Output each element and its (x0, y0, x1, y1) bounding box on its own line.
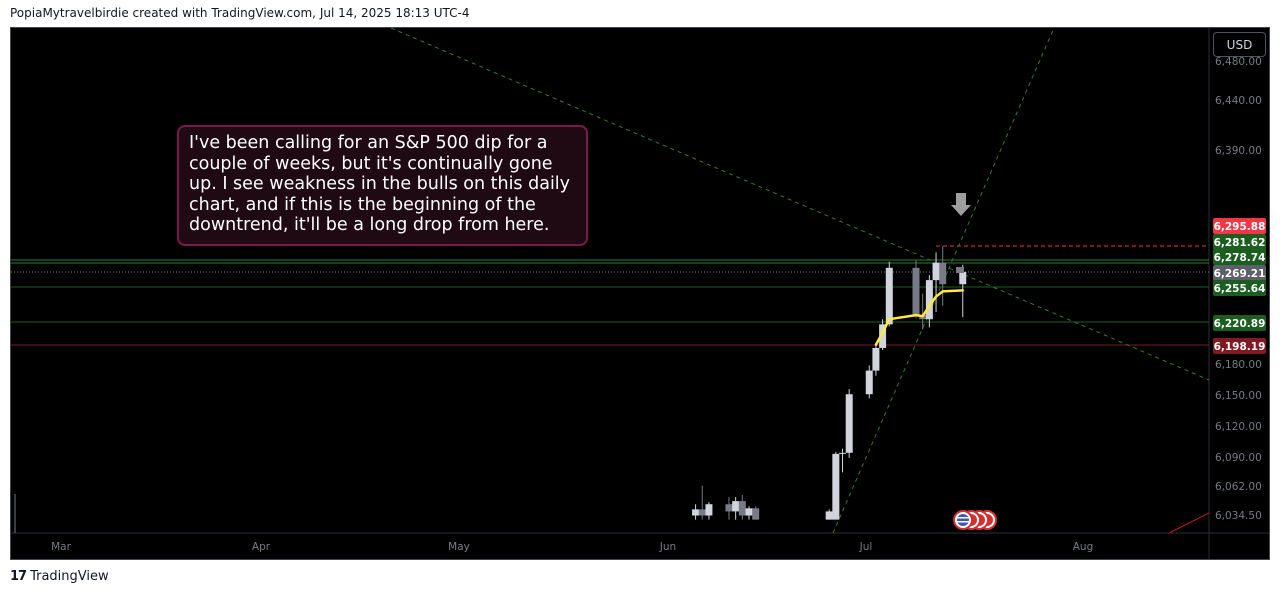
candle[interactable] (725, 497, 733, 520)
candle-body (959, 271, 967, 285)
price-label-bg (1213, 249, 1266, 265)
candle[interactable] (745, 506, 753, 520)
event-icon-fill (957, 514, 969, 526)
x-tick-label: Mar (51, 541, 71, 553)
us-flag-icon[interactable] (957, 517, 969, 523)
candle[interactable] (738, 494, 746, 520)
moving-average-line[interactable] (874, 289, 965, 347)
candle-body (745, 508, 753, 516)
price-label-bg (1213, 218, 1266, 234)
candle[interactable] (872, 344, 880, 376)
y-tick-label: 6,034.50 (1215, 510, 1262, 522)
candle[interactable] (932, 252, 940, 313)
chart-pane[interactable]: 6,034.50 6,062.00 6,090.00 6,120.00 6,150.00… (10, 27, 1270, 560)
y-tick-label: 6,390.00 (1215, 145, 1262, 157)
y-tick-label: 6,120.00 (1215, 421, 1262, 433)
y-tick-label: 6,180.00 (1215, 359, 1262, 371)
candle[interactable] (839, 448, 847, 473)
x-tick-label: Aug (1073, 541, 1094, 553)
price-axis-label[interactable]: 6,269.21 (1213, 265, 1266, 281)
price-axis-label[interactable]: 6,198.19 (1213, 338, 1266, 354)
price-label-bg (1213, 315, 1266, 331)
price-label-text: 6,255.64 (1214, 283, 1266, 295)
candle[interactable] (825, 509, 833, 520)
y-tick-label: 6,150.00 (1215, 390, 1262, 402)
price-label-bg (1213, 338, 1266, 354)
candle[interactable] (698, 485, 706, 520)
candle-body (698, 509, 706, 516)
candle[interactable] (692, 504, 700, 520)
candle-body (885, 267, 893, 325)
price-label-text: 6,281.62 (1214, 237, 1266, 249)
candle[interactable] (752, 506, 760, 520)
candle[interactable] (912, 260, 920, 319)
candle-body (872, 347, 880, 371)
red-ray-line[interactable] (1168, 512, 1210, 534)
price-label-text: 6,269.21 (1214, 268, 1266, 280)
y-tick-label: 6,090.00 (1215, 452, 1262, 464)
candle-body (752, 508, 760, 520)
price-label-text: 6,198.19 (1214, 341, 1266, 353)
y-tick-label: 6,062.00 (1215, 481, 1262, 493)
candle-body (732, 501, 740, 512)
x-tick-label: Jul (859, 541, 873, 553)
x-tick-label: Jun (659, 541, 676, 553)
candle[interactable] (939, 246, 947, 306)
tradingview-logo-icon: 17 (10, 569, 27, 584)
candle[interactable] (832, 451, 840, 520)
price-marker (956, 267, 964, 273)
flag-stripe (957, 517, 969, 519)
candle-body (932, 262, 940, 281)
candle-body (692, 509, 700, 516)
flag-stripe (957, 521, 969, 523)
candle[interactable] (845, 389, 853, 458)
price-chart[interactable]: 6,034.50 6,062.00 6,090.00 6,120.00 6,150.00… (11, 28, 1269, 559)
chart-attribution: PopiaMytravelbirdie created with Trading… (10, 6, 470, 20)
candle[interactable] (732, 497, 740, 520)
y-tick-label: 6,440.00 (1215, 95, 1262, 107)
x-tick-label: May (448, 541, 470, 553)
price-label-bg (1213, 265, 1266, 281)
price-label-text: 6,220.89 (1214, 318, 1266, 330)
candle-body (832, 453, 840, 520)
candle-body (925, 280, 933, 320)
candle[interactable] (865, 365, 873, 399)
price-axis-label[interactable]: 6,255.64 (1213, 280, 1266, 296)
candle[interactable] (885, 261, 893, 327)
price-axis-label[interactable]: 6,295.88 (1213, 218, 1266, 234)
candle-body (939, 262, 947, 285)
candle-body (845, 394, 853, 453)
candle-body (738, 501, 746, 516)
footer-brand: TradingView (30, 569, 109, 584)
candle-body (879, 324, 887, 348)
price-label-bg (1213, 280, 1266, 296)
candle-body (865, 370, 873, 395)
candle[interactable] (705, 502, 713, 520)
candle-body (825, 511, 833, 520)
currency-button[interactable]: USD (1213, 32, 1266, 57)
footer-branding: 17 TradingView (10, 569, 109, 584)
y-tick-label: 6,480.00 (1215, 56, 1262, 68)
candle-body (705, 504, 713, 516)
price-axis-label[interactable]: 6,220.89 (1213, 315, 1266, 331)
us-flag-event-icon[interactable] (953, 510, 973, 530)
text-annotation[interactable]: I've been calling for an S&P 500 dip for… (177, 125, 588, 246)
candle-body (725, 504, 733, 512)
down-arrow-icon[interactable] (951, 193, 971, 216)
price-axis-label[interactable]: 6,281.62 (1213, 234, 1266, 250)
candle[interactable] (925, 274, 933, 328)
price-label-bg (1213, 234, 1266, 250)
price-label-text: 6,278.74 (1214, 252, 1266, 264)
x-tick-label: Apr (252, 541, 271, 553)
candle-body (839, 452, 847, 454)
price-label-text: 6,295.88 (1214, 221, 1266, 233)
price-axis-label[interactable]: 6,278.74 (1213, 249, 1266, 265)
candle-body (912, 267, 920, 316)
